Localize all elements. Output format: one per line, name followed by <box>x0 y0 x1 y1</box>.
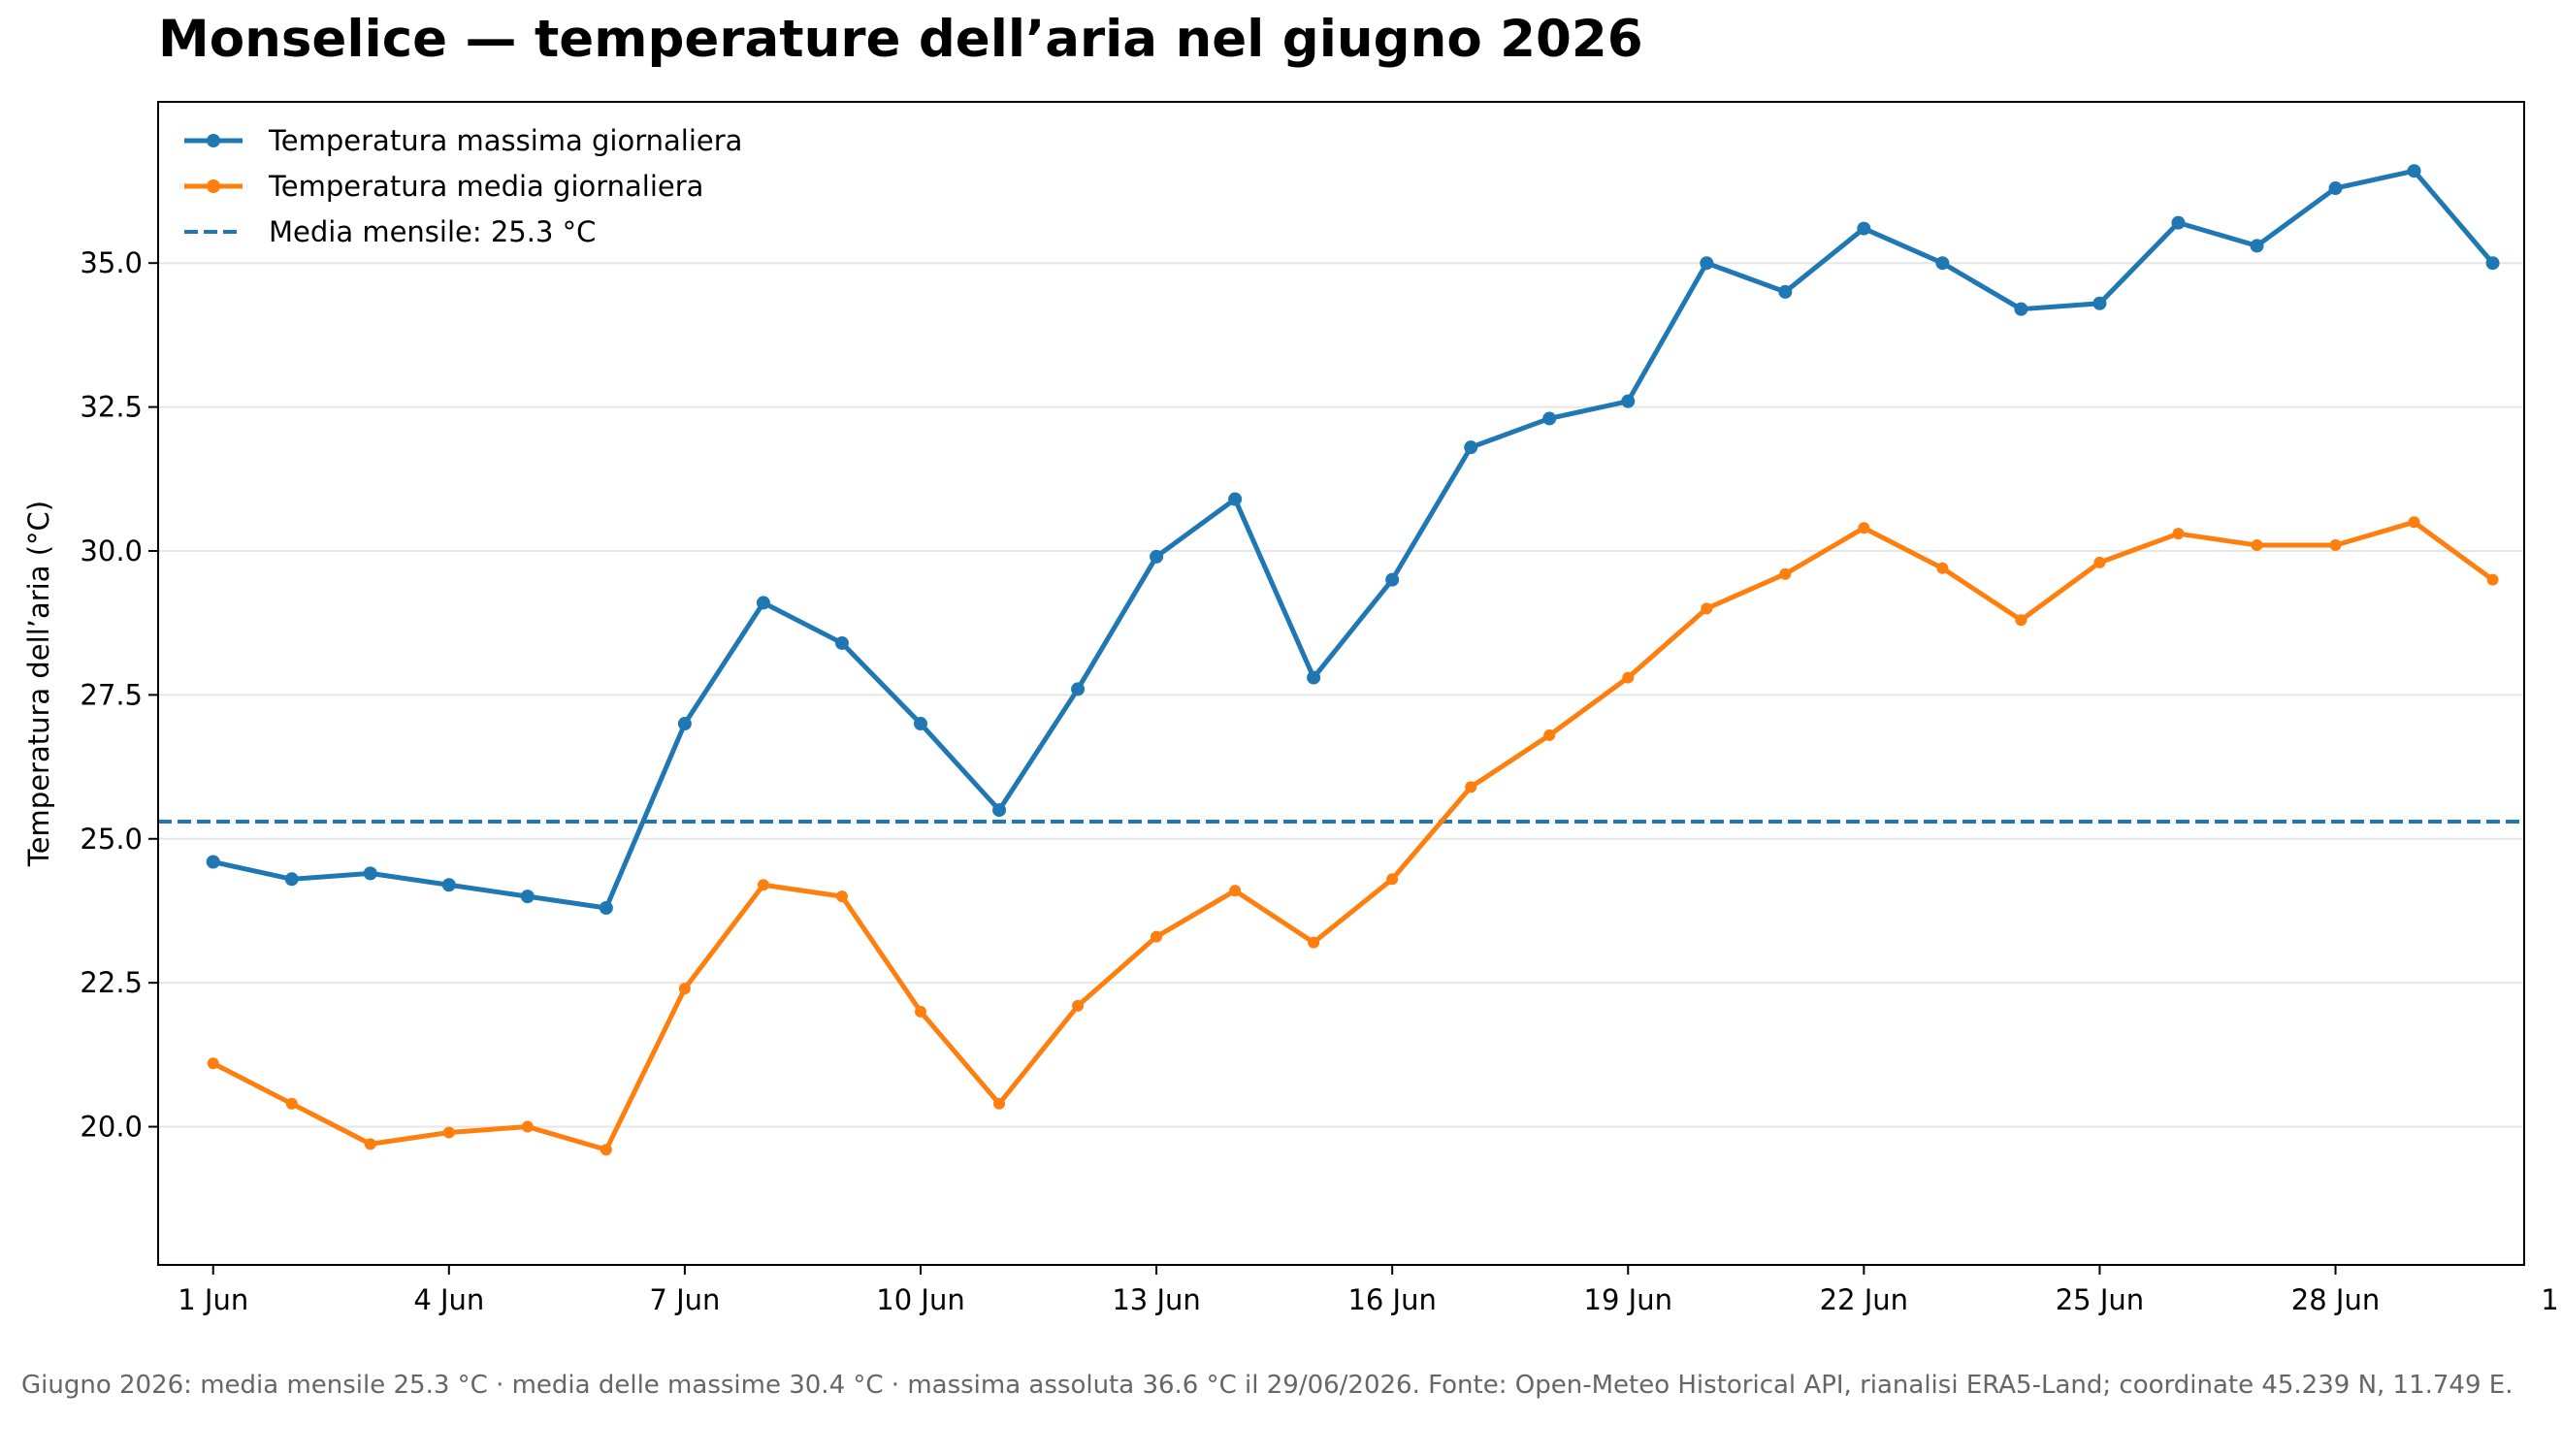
mean-temperature-point <box>1858 522 1870 534</box>
mean-temperature-point <box>2408 516 2420 529</box>
max-temperature-point <box>834 635 849 650</box>
mean-temperature-point <box>364 1138 376 1150</box>
max-temperature-point <box>284 872 299 887</box>
mean-temperature-point <box>442 1126 455 1139</box>
mean-temperature-point <box>600 1144 612 1156</box>
max-temperature-point <box>2485 256 2500 271</box>
max-temperature-point <box>1935 256 1950 271</box>
max-temperature-point <box>1464 440 1478 455</box>
max-temperature-point <box>677 717 692 731</box>
data-series <box>206 164 2500 1156</box>
y-tick-label: 22.5 <box>80 966 143 999</box>
footnote: Giugno 2026: media mensile 25.3 °C · med… <box>21 1371 2513 1400</box>
mean-temperature-point <box>2172 528 2185 540</box>
mean-temperature-point <box>1229 885 1242 897</box>
mean-temperature-point <box>835 890 848 903</box>
max-temperature-point <box>441 878 456 892</box>
max-temperature-point <box>1857 221 1871 236</box>
mean-temperature-point <box>2486 573 2499 586</box>
mean-temperature-point <box>1779 567 1792 580</box>
x-tick-label: 1 Jun <box>178 1283 248 1316</box>
mean-temperature-point <box>678 983 691 995</box>
max-temperature-point <box>2328 181 2343 196</box>
plot-frame <box>157 101 2525 1266</box>
mean-temperature-point <box>993 1097 1006 1110</box>
max-temperature-point <box>1228 492 1243 506</box>
mean-temperature-point <box>2015 614 2027 627</box>
legend-label: Media mensile: 25.3 °C <box>269 215 596 248</box>
mean-temperature-point <box>757 879 769 891</box>
max-temperature-point <box>2014 302 2028 316</box>
max-temperature-point <box>1542 411 1557 426</box>
mean-temperature-point <box>1465 781 1477 793</box>
mean-temperature-series <box>207 516 2499 1156</box>
chart-title: Monselice — temperature dell’aria nel gi… <box>158 10 1643 69</box>
y-tick-label: 27.5 <box>80 678 143 711</box>
mean-temperature-point <box>1386 873 1399 886</box>
mean-temperature-point <box>2093 556 2106 568</box>
max-temperature-point <box>1621 394 1636 408</box>
x-tick-label: 16 Jun <box>1347 1283 1436 1316</box>
mean-temperature-point <box>914 1005 926 1018</box>
y-tick-label: 30.0 <box>80 534 143 567</box>
x-tick-label: 25 Jun <box>2056 1283 2144 1316</box>
mean-temperature-point <box>285 1097 298 1110</box>
max-temperature-point <box>756 596 770 610</box>
y-tick-label: 20.0 <box>80 1111 143 1144</box>
x-tick-label: 7 Jun <box>649 1283 720 1316</box>
max-temperature-point <box>363 866 377 881</box>
max-temperature-point <box>2092 296 2107 310</box>
x-tick-label: 22 Jun <box>1820 1283 1908 1316</box>
gridlines <box>158 262 2524 1128</box>
mean-temperature-point <box>521 1120 534 1133</box>
mean-temperature-point <box>2251 539 2263 552</box>
x-axis: 1 Jun 4 Jun 7 Jun 10 Jun 13 Jun 16 Jun 19 Jun 2… <box>178 1265 2562 1316</box>
x-tick-label: 10 Jun <box>876 1283 964 1316</box>
legend-label: Temperatura media giornaliera <box>268 170 703 203</box>
y-axis: 20.0 22.5 25.0 27.5 30.0 32.5 35.0 <box>80 246 158 1144</box>
max-temperature-point <box>1150 549 1164 564</box>
legend-swatch-marker <box>207 134 220 147</box>
mean-temperature-point <box>2329 539 2342 552</box>
mean-temperature-point <box>1072 999 1085 1012</box>
mean-temperature-point <box>1936 562 1949 574</box>
max-temperature-point <box>992 803 1007 818</box>
max-temperature-point <box>1307 670 1321 685</box>
y-tick-label: 35.0 <box>80 246 143 279</box>
max-temperature-point <box>1700 256 1714 271</box>
y-tick-label: 25.0 <box>80 823 143 856</box>
y-tick-label: 32.5 <box>80 391 143 424</box>
max-temperature-point <box>2171 215 2186 230</box>
x-tick-label: 4 Jun <box>413 1283 484 1316</box>
max-temperature-line <box>212 168 2495 911</box>
max-temperature-point <box>599 900 613 915</box>
legend-swatch-marker <box>207 179 220 193</box>
max-temperature-point <box>2407 164 2421 178</box>
mean-temperature-point <box>1308 936 1320 949</box>
max-temperature-point <box>520 890 535 904</box>
x-tick-label: 13 Jun <box>1112 1283 1200 1316</box>
max-temperature-point <box>913 717 927 731</box>
mean-temperature-point <box>1622 671 1635 684</box>
max-temperature-point <box>1071 682 1086 696</box>
x-tick-label: 28 Jun <box>2291 1283 2380 1316</box>
mean-temperature-line <box>211 519 2495 1152</box>
mean-temperature-point <box>1543 728 1556 741</box>
max-temperature-point <box>1778 284 1793 299</box>
max-temperature-series <box>206 164 2500 915</box>
max-temperature-point <box>206 855 220 869</box>
mean-temperature-point <box>1701 602 1713 615</box>
mean-temperature-point <box>1151 930 1163 943</box>
y-axis-label: Temperatura dell’aria (°C) <box>22 501 55 867</box>
max-temperature-point <box>1385 572 1400 587</box>
x-tick-label: 19 Jun <box>1584 1283 1672 1316</box>
legend: Temperatura massima giornaliera Temperatu… <box>184 124 742 248</box>
legend-label: Temperatura massima giornaliera <box>268 124 742 157</box>
mean-temperature-point <box>207 1057 219 1070</box>
x-tick-label: 1 Jul <box>2541 1283 2562 1316</box>
max-temperature-point <box>2250 239 2264 253</box>
